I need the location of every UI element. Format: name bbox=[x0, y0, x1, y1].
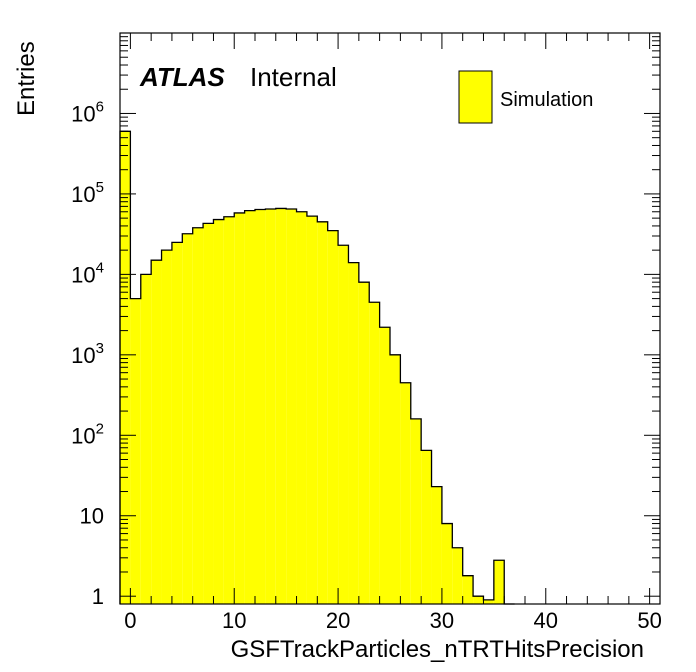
histogram-bin bbox=[452, 547, 463, 604]
y-tick-labels: 1 10 102 103 104 105 106 bbox=[71, 98, 104, 609]
histogram-bin bbox=[130, 298, 141, 604]
histogram-bin bbox=[182, 233, 193, 604]
legend-swatch bbox=[458, 70, 493, 124]
histogram-bin bbox=[213, 219, 224, 604]
histogram-bin bbox=[306, 216, 318, 605]
histogram-bin bbox=[473, 596, 484, 604]
plot-frame bbox=[119, 32, 661, 605]
histogram-bin bbox=[400, 382, 411, 604]
histogram-bin bbox=[441, 523, 453, 604]
histogram-bin bbox=[192, 227, 204, 605]
histogram-bin bbox=[171, 242, 183, 604]
axis-ticks bbox=[120, 32, 660, 604]
histogram-bin bbox=[390, 354, 401, 604]
histogram-bin bbox=[379, 327, 390, 604]
y-tick-label: 104 bbox=[71, 259, 104, 287]
y-tick-label: 10 bbox=[80, 504, 104, 529]
x-tick-label: 0 bbox=[124, 608, 136, 633]
histogram-bin bbox=[421, 450, 432, 604]
histogram-bin bbox=[493, 560, 505, 604]
x-tick-label: 40 bbox=[534, 608, 558, 633]
histogram-bin bbox=[140, 274, 152, 604]
histogram-bin bbox=[483, 599, 494, 604]
y-tick-label: 106 bbox=[71, 98, 104, 126]
legend-label: Simulation bbox=[500, 89, 593, 111]
x-tick-labels: 0 10 20 30 40 50 bbox=[124, 608, 662, 633]
histogram-bin bbox=[431, 486, 442, 604]
histogram-bin bbox=[151, 260, 162, 604]
histogram-bin bbox=[255, 209, 266, 604]
x-axis-title: GSFTrackParticles_nTRTHitsPrecision bbox=[231, 636, 644, 663]
histogram-bin bbox=[369, 302, 380, 604]
histogram-bin bbox=[286, 208, 297, 604]
histogram-bars bbox=[119, 130, 515, 605]
histogram-bin bbox=[317, 221, 328, 604]
y-axis-title: Entries bbox=[13, 41, 40, 116]
histogram-bin bbox=[358, 282, 370, 604]
histogram-bin bbox=[348, 262, 359, 604]
histogram-outline bbox=[119, 130, 515, 605]
histogram-bin bbox=[338, 245, 349, 604]
x-tick-label: 20 bbox=[326, 608, 350, 633]
legend: Simulation bbox=[458, 70, 593, 124]
y-tick-label: 105 bbox=[71, 179, 104, 207]
histogram-bin bbox=[410, 418, 422, 604]
x-tick-label: 30 bbox=[430, 608, 454, 633]
y-tick-label: 1 bbox=[92, 584, 104, 609]
histogram-bin bbox=[327, 230, 339, 604]
internal-label: Internal bbox=[250, 62, 337, 92]
histogram-bin bbox=[223, 216, 235, 604]
histogram-bin bbox=[203, 223, 214, 604]
atlas-label: ATLAS bbox=[139, 62, 225, 92]
histogram-bin bbox=[296, 211, 307, 604]
y-tick-label: 103 bbox=[71, 340, 104, 368]
histogram-bin bbox=[244, 210, 255, 604]
histogram-bin bbox=[161, 250, 172, 604]
x-tick-label: 10 bbox=[222, 608, 246, 633]
histogram-bin bbox=[234, 212, 245, 605]
x-tick-label: 50 bbox=[637, 608, 661, 633]
frame-border bbox=[119, 32, 661, 605]
histogram-bin bbox=[275, 208, 287, 605]
y-tick-label: 102 bbox=[71, 420, 104, 448]
histogram-bin bbox=[462, 575, 474, 604]
histogram-bin bbox=[265, 208, 276, 604]
